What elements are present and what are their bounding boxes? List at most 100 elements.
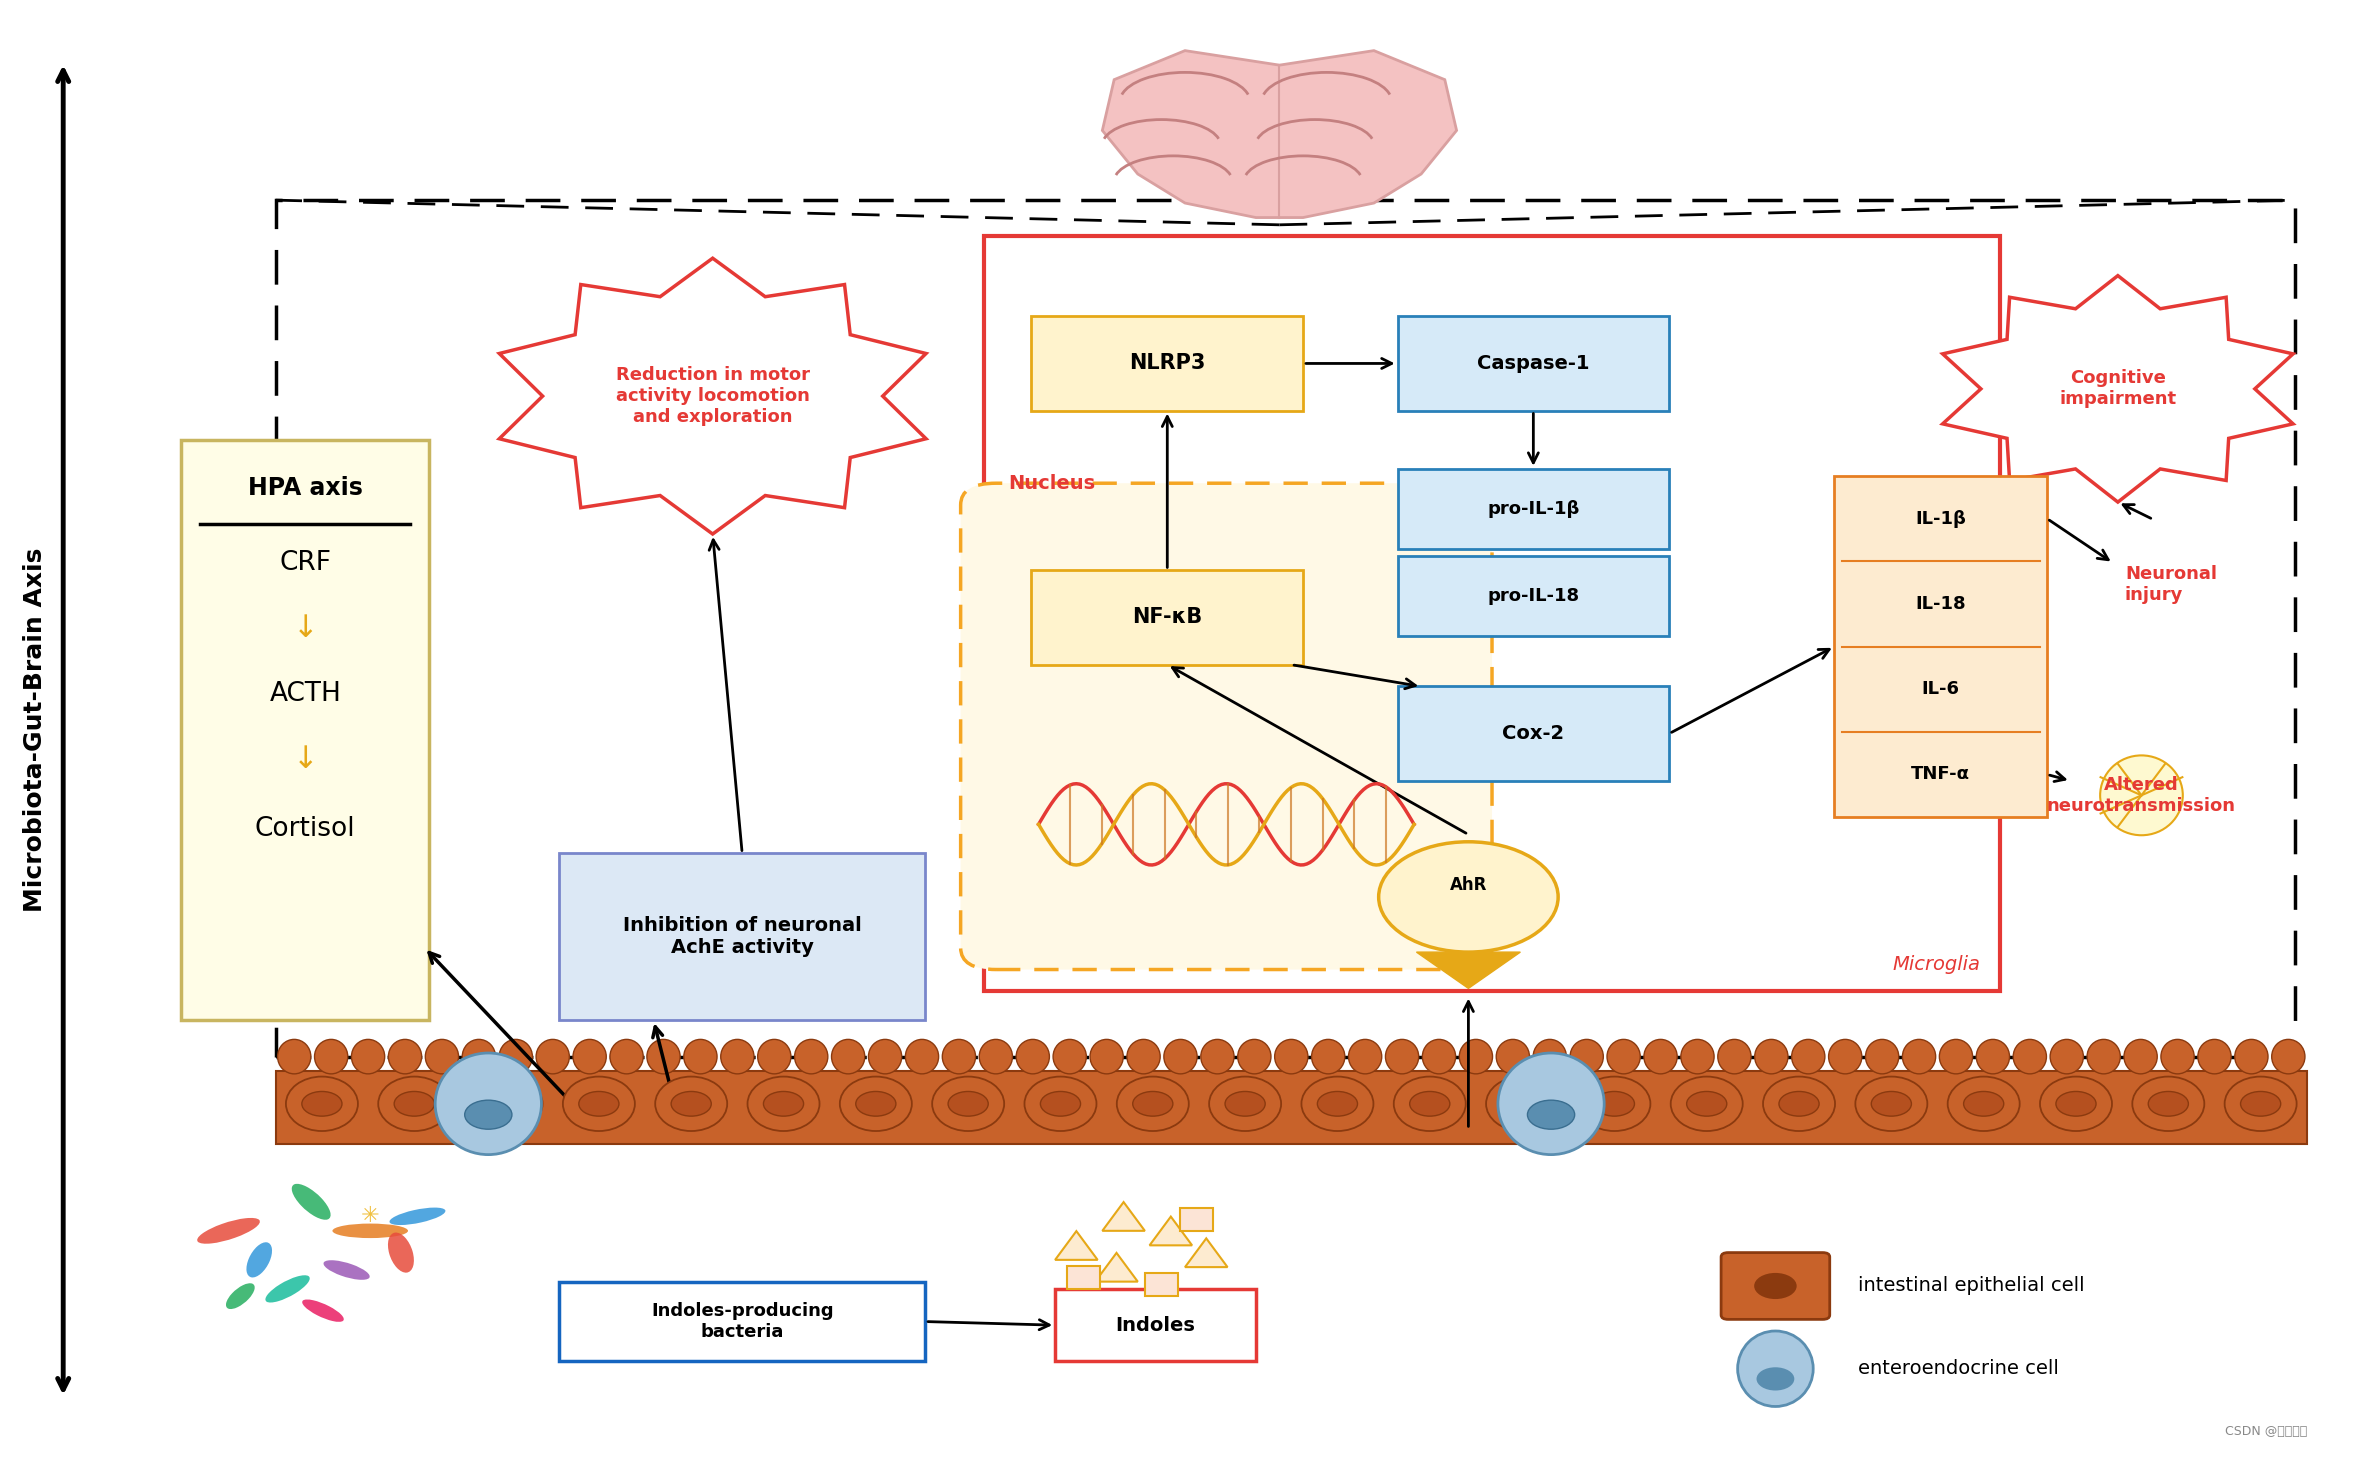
FancyBboxPatch shape <box>1031 571 1304 664</box>
Ellipse shape <box>979 1040 1012 1075</box>
Ellipse shape <box>1569 1040 1604 1075</box>
Ellipse shape <box>1754 1040 1787 1075</box>
Circle shape <box>1754 1273 1796 1299</box>
Ellipse shape <box>1237 1040 1270 1075</box>
FancyBboxPatch shape <box>1398 469 1668 549</box>
Circle shape <box>1526 1101 1574 1129</box>
Text: CRF: CRF <box>280 550 332 577</box>
Circle shape <box>1040 1092 1081 1115</box>
Circle shape <box>1872 1092 1913 1115</box>
Ellipse shape <box>2225 1076 2297 1132</box>
Ellipse shape <box>1311 1040 1344 1075</box>
Text: ✳: ✳ <box>360 1206 379 1226</box>
Text: CSDN @谷供丛博: CSDN @谷供丛博 <box>2225 1425 2306 1438</box>
Circle shape <box>1756 1367 1794 1390</box>
Ellipse shape <box>303 1299 344 1321</box>
Ellipse shape <box>472 1076 543 1132</box>
Text: AhR: AhR <box>1450 876 1486 895</box>
Ellipse shape <box>1645 1040 1678 1075</box>
Ellipse shape <box>292 1184 332 1219</box>
Ellipse shape <box>1533 1040 1567 1075</box>
Circle shape <box>1965 1092 2003 1115</box>
FancyBboxPatch shape <box>275 1072 2306 1143</box>
Ellipse shape <box>536 1040 569 1075</box>
Ellipse shape <box>654 1076 728 1132</box>
Ellipse shape <box>794 1040 827 1075</box>
Ellipse shape <box>1680 1040 1714 1075</box>
Circle shape <box>1318 1092 1358 1115</box>
Ellipse shape <box>1939 1040 1972 1075</box>
Ellipse shape <box>562 1076 635 1132</box>
Circle shape <box>763 1092 803 1115</box>
Ellipse shape <box>1948 1076 2019 1132</box>
Circle shape <box>948 1092 988 1115</box>
Ellipse shape <box>685 1040 718 1075</box>
Text: enteroendocrine cell: enteroendocrine cell <box>1858 1359 2060 1378</box>
Ellipse shape <box>1394 1076 1465 1132</box>
FancyBboxPatch shape <box>1055 1289 1256 1362</box>
Ellipse shape <box>389 1040 422 1075</box>
Text: NF-κB: NF-κB <box>1133 607 1202 628</box>
Circle shape <box>1133 1092 1173 1115</box>
Ellipse shape <box>332 1223 408 1238</box>
Ellipse shape <box>1495 1040 1529 1075</box>
FancyBboxPatch shape <box>1145 1273 1178 1296</box>
Ellipse shape <box>1128 1040 1161 1075</box>
Circle shape <box>578 1092 619 1115</box>
Ellipse shape <box>1052 1040 1085 1075</box>
Ellipse shape <box>720 1040 754 1075</box>
Circle shape <box>393 1092 434 1115</box>
Ellipse shape <box>500 1040 533 1075</box>
Ellipse shape <box>322 1260 370 1280</box>
Text: IL-6: IL-6 <box>1922 680 1960 698</box>
Text: IL-1β: IL-1β <box>1915 510 1967 527</box>
Ellipse shape <box>1607 1040 1640 1075</box>
Circle shape <box>486 1092 526 1115</box>
Circle shape <box>1595 1092 1635 1115</box>
Ellipse shape <box>1486 1076 1557 1132</box>
Circle shape <box>1687 1092 1728 1115</box>
Ellipse shape <box>647 1040 680 1075</box>
Ellipse shape <box>609 1040 642 1075</box>
Ellipse shape <box>436 1053 540 1155</box>
Ellipse shape <box>1164 1040 1197 1075</box>
Text: Nucleus: Nucleus <box>1007 474 1095 493</box>
Ellipse shape <box>1578 1076 1650 1132</box>
Ellipse shape <box>1275 1040 1308 1075</box>
Polygon shape <box>500 258 927 534</box>
Text: Indoles-producing
bacteria: Indoles-producing bacteria <box>652 1302 834 1340</box>
Ellipse shape <box>1349 1040 1382 1075</box>
Text: Reduction in motor
activity locomotion
and exploration: Reduction in motor activity locomotion a… <box>616 366 811 426</box>
FancyBboxPatch shape <box>984 237 2000 991</box>
Ellipse shape <box>462 1040 495 1075</box>
Ellipse shape <box>2235 1040 2268 1075</box>
Text: Caspase-1: Caspase-1 <box>1477 353 1590 372</box>
Ellipse shape <box>277 1040 310 1075</box>
Ellipse shape <box>905 1040 939 1075</box>
Ellipse shape <box>758 1040 792 1075</box>
Ellipse shape <box>1422 1040 1455 1075</box>
FancyBboxPatch shape <box>1721 1253 1830 1320</box>
Ellipse shape <box>379 1076 450 1132</box>
Ellipse shape <box>1977 1040 2010 1075</box>
Text: HPA axis: HPA axis <box>249 476 363 499</box>
FancyBboxPatch shape <box>1180 1207 1213 1231</box>
Ellipse shape <box>2124 1040 2157 1075</box>
Text: Indoles: Indoles <box>1116 1315 1194 1334</box>
Ellipse shape <box>574 1040 607 1075</box>
Ellipse shape <box>1460 1040 1493 1075</box>
Ellipse shape <box>1017 1040 1050 1075</box>
Ellipse shape <box>225 1283 254 1310</box>
Ellipse shape <box>1671 1076 1742 1132</box>
Text: TNF-α: TNF-α <box>1910 765 1969 784</box>
Text: pro-IL-18: pro-IL-18 <box>1488 587 1578 604</box>
Ellipse shape <box>424 1040 457 1075</box>
Ellipse shape <box>2273 1040 2306 1075</box>
FancyBboxPatch shape <box>960 483 1493 969</box>
FancyBboxPatch shape <box>1834 476 2048 818</box>
Ellipse shape <box>1856 1076 1927 1132</box>
FancyBboxPatch shape <box>1398 556 1668 635</box>
Text: Cox-2: Cox-2 <box>1503 724 1564 743</box>
Ellipse shape <box>747 1076 820 1132</box>
Ellipse shape <box>2041 1076 2112 1132</box>
